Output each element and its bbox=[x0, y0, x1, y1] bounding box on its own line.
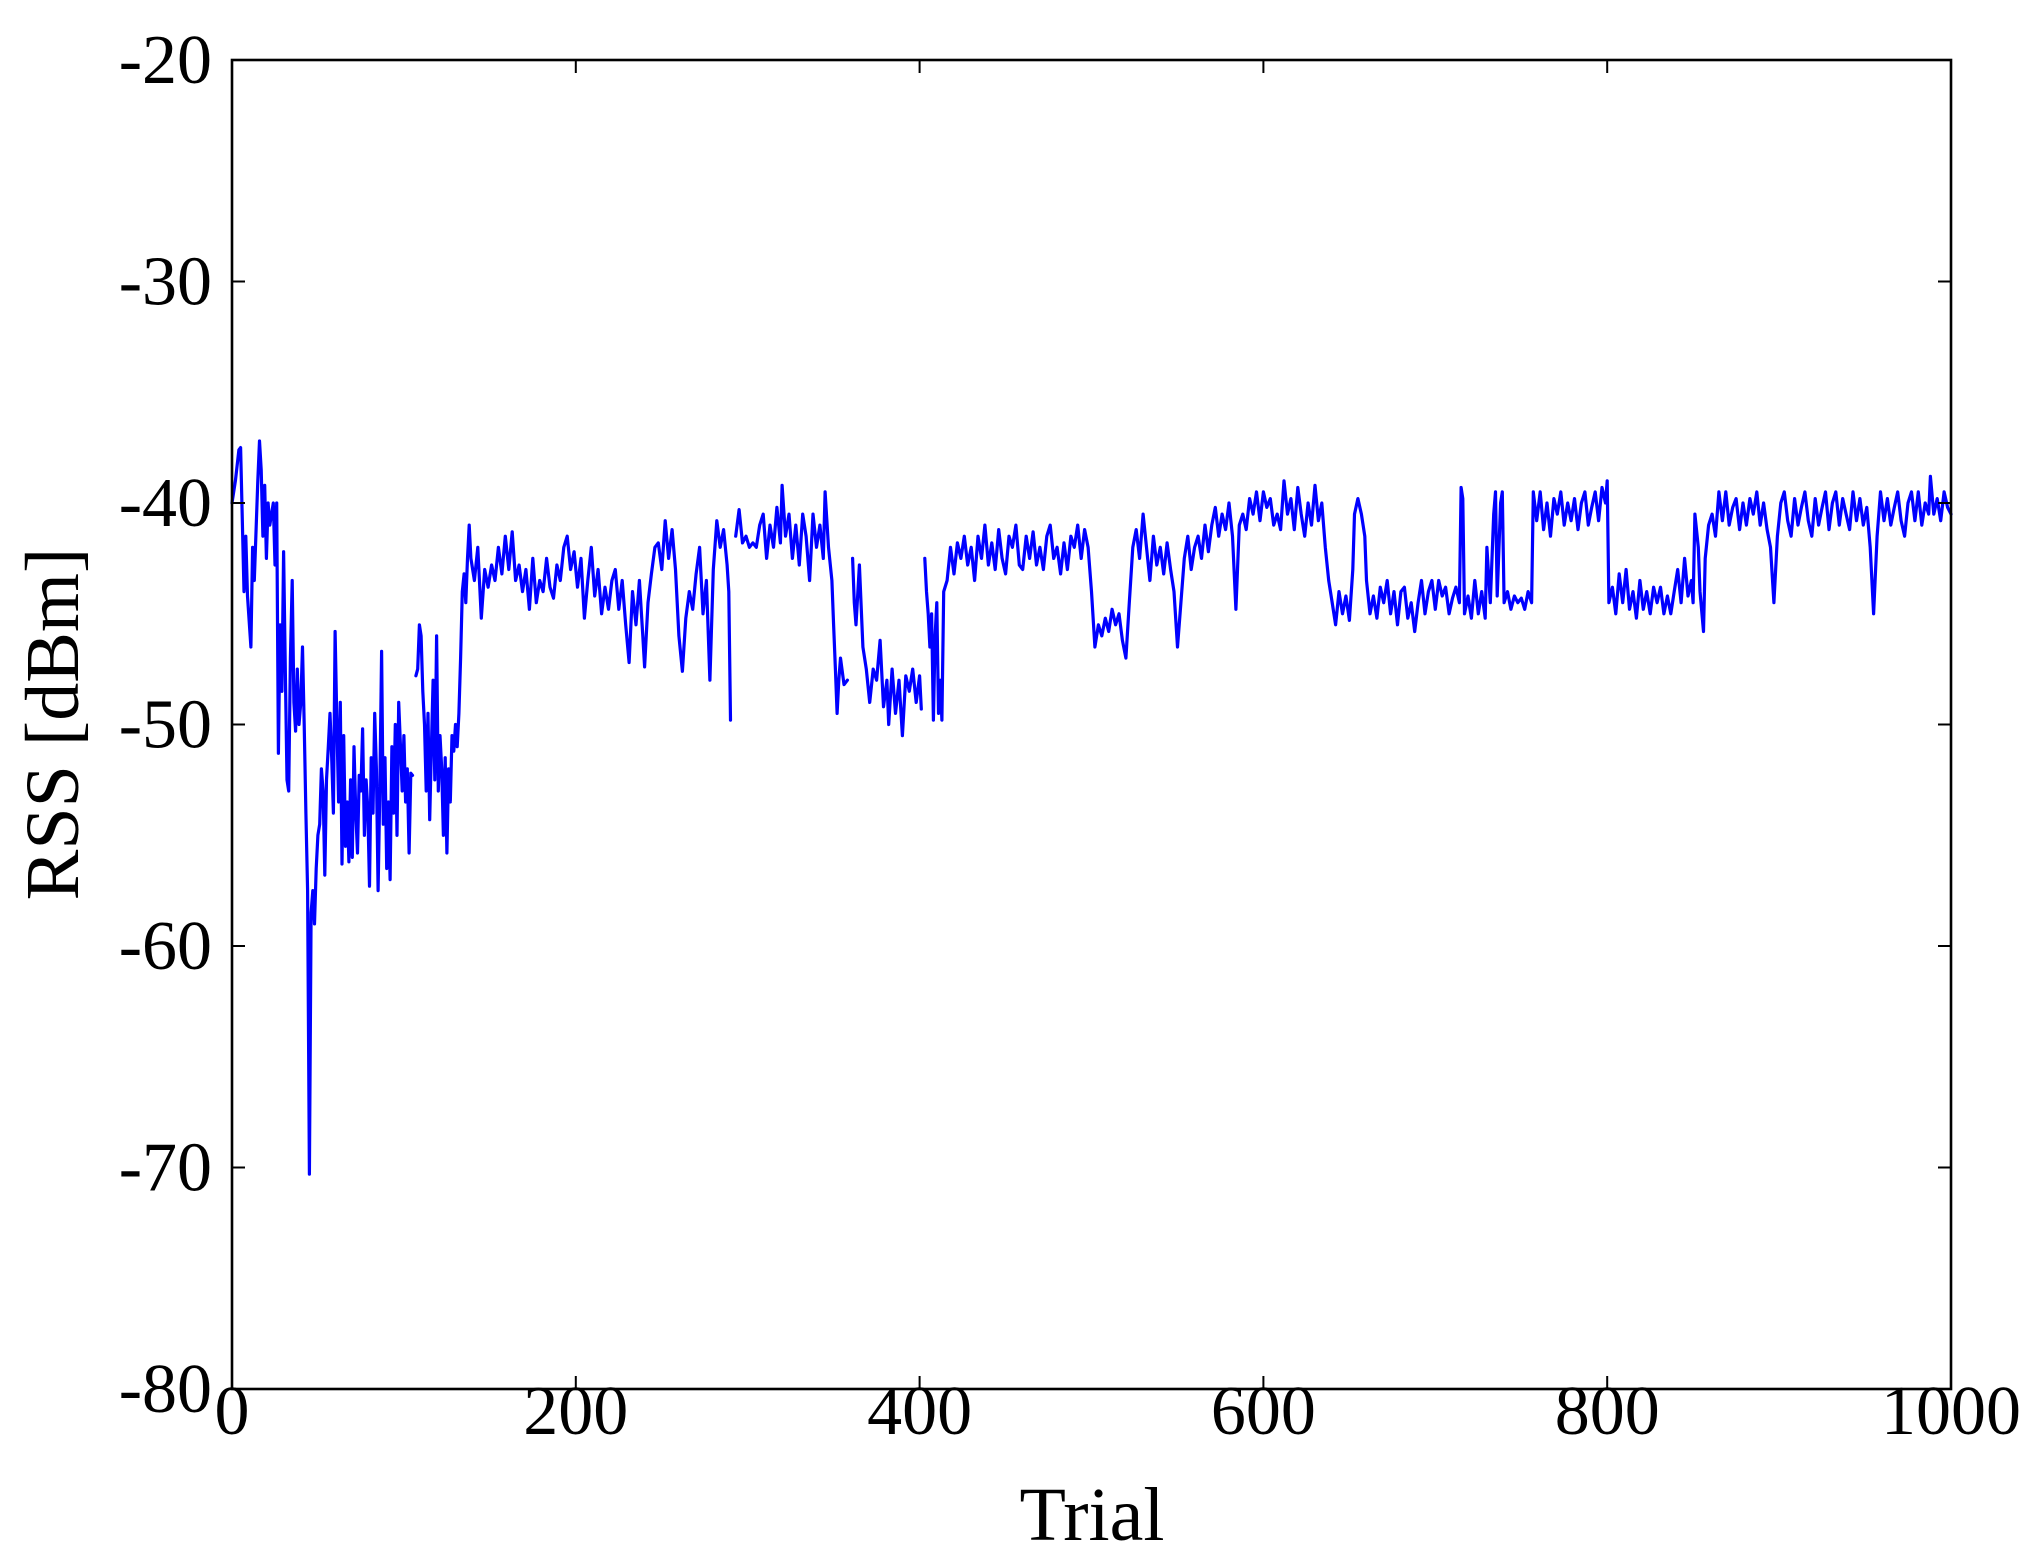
rss-series-line bbox=[230, 439, 1953, 1176]
y-tick-label: -70 bbox=[119, 1130, 212, 1207]
x-tick-label: 600 bbox=[1211, 1373, 1316, 1450]
x-tick-label: 800 bbox=[1555, 1373, 1660, 1450]
y-axis-label: RSS [dBm] bbox=[11, 548, 95, 901]
tick-layer: 0 200 400 600 800 1000 -80 -70 -60 -50 -40 -30 -20 bbox=[119, 22, 2021, 1450]
x-axis-label: Trial bbox=[1019, 1473, 1164, 1557]
y-tick-label: -50 bbox=[119, 687, 212, 764]
y-tick-label: -80 bbox=[119, 1351, 212, 1428]
series-layer bbox=[230, 439, 1953, 1176]
x-tick-label: 1000 bbox=[1881, 1373, 2021, 1450]
x-tick-label: 0 bbox=[215, 1373, 250, 1450]
y-tick-label: -30 bbox=[119, 244, 212, 321]
y-tick-label: -60 bbox=[119, 908, 212, 985]
y-tick-label: -20 bbox=[119, 22, 212, 99]
x-tick-label: 400 bbox=[867, 1373, 972, 1450]
x-tick-label: 200 bbox=[523, 1373, 628, 1450]
y-tick-label: -40 bbox=[119, 465, 212, 542]
